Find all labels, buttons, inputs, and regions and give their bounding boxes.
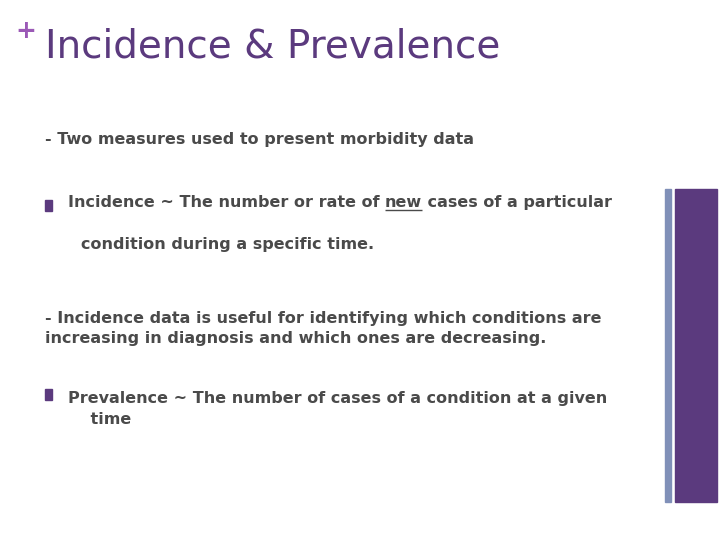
Bar [665, 189, 671, 502]
Bar [45, 200, 52, 211]
Text: condition during a specific time.: condition during a specific time. [81, 237, 374, 252]
Text: - Two measures used to present morbidity data: - Two measures used to present morbidity… [45, 132, 474, 147]
Text: new: new [385, 195, 422, 210]
Text: cases of a particular: cases of a particular [422, 195, 612, 210]
Bar [45, 389, 52, 400]
Text: Incidence & Prevalence: Incidence & Prevalence [45, 27, 500, 65]
Text: - Incidence data is useful for identifying which conditions are
increasing in di: - Incidence data is useful for identifyi… [45, 310, 601, 347]
Text: +: + [16, 19, 37, 43]
Bar [675, 189, 717, 502]
Text: Prevalence ~ The number of cases of a condition at a given
    time: Prevalence ~ The number of cases of a co… [68, 392, 607, 428]
Text: Incidence ~ The number or rate of: Incidence ~ The number or rate of [68, 195, 385, 210]
